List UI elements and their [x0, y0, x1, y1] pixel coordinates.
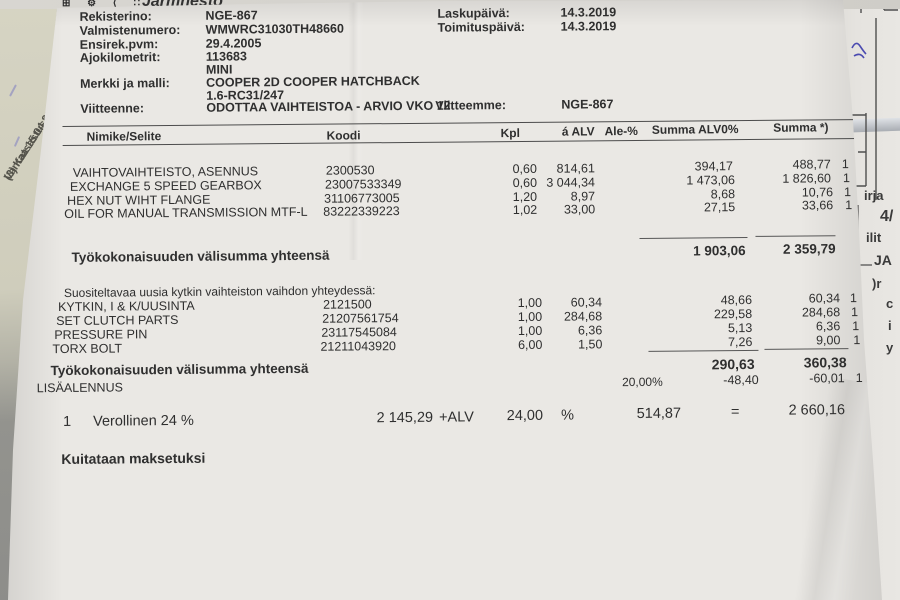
delivery-date: 14.3.2019 [560, 19, 617, 34]
col-header-summa: Summa *) [773, 120, 829, 135]
torn-text-fragment: i [888, 318, 892, 333]
discount-sum: -60,01 [809, 371, 845, 386]
total-index: 1 [62, 413, 72, 430]
vin-number: WMWRC31030TH48660 [205, 21, 344, 37]
subtotal-sum: 2 359,79 [782, 241, 836, 257]
customer-reference: ODOTTAA VAIHTEISTOA - ARVIO VKO 12 [206, 98, 451, 115]
col-header-koodi: Koodi [326, 128, 361, 143]
item-sum: 33,66 [801, 198, 834, 213]
item-unit-price: 60,34 [570, 295, 603, 310]
item-unit-price: 33,00 [563, 202, 596, 217]
torn-text-fragment: ilit [866, 230, 882, 245]
item-code: 23117545084 [321, 325, 397, 340]
field-label: Viitteemme: [435, 98, 507, 113]
subtotal-rule [648, 349, 759, 352]
subtotal-label: Työkokonaisuuden välisumma yhteensä [71, 247, 330, 265]
pen-mark [13, 136, 21, 147]
field-label: Merkki ja malli: [80, 76, 170, 91]
item-flag: 1 [852, 319, 860, 334]
total-label: Verollinen 24 % [92, 412, 194, 430]
torn-text-fragment: 4/ [880, 208, 894, 225]
field-label: Viitteenne: [80, 101, 145, 116]
item-code: 23007533349 [324, 177, 402, 192]
item-flag: 1 [853, 333, 861, 348]
item-sum: 60,34 [808, 291, 841, 306]
document-icons-fragment: ⊞ ⚙ ⟨ ∷ [62, 0, 147, 9]
discount-label: LISÄALENNUS [36, 380, 123, 396]
item-sum: 488,77 [792, 157, 831, 172]
item-name: EXCHANGE 5 SPEED GEARBOX [69, 178, 262, 194]
item-name: KYTKIN, I & K/UUSINTA [58, 298, 195, 315]
item-code: 21207561754 [322, 311, 399, 326]
torn-text-fragment: y [886, 340, 894, 355]
field-label: Rekisterino: [79, 9, 152, 24]
subtotal-label: Työkokonaisuuden välisumma yhteensä [50, 360, 309, 379]
col-header-aalv: á ALV [561, 124, 595, 139]
item-flag: 1 [845, 198, 853, 213]
subtotal-sum: 360,38 [803, 354, 847, 371]
item-flag: 1 [842, 171, 850, 186]
invoice-date: 14.3.2019 [560, 5, 617, 20]
our-reference: NGE-867 [561, 97, 614, 112]
registration-number: NGE-867 [205, 8, 258, 23]
total-percent-sign: % [560, 407, 575, 424]
blue-pen-scribble [851, 42, 867, 59]
total-vat-amount: 514,87 [636, 405, 682, 422]
vehicle-model: COOPER 2D COOPER HATCHBACK [206, 73, 420, 90]
item-flag: 1 [849, 291, 858, 306]
subtotal-rule [764, 348, 849, 350]
item-name: PRESSURE PIN [54, 327, 148, 343]
discount-flag: 1 [855, 370, 863, 386]
item-code: 2300530 [325, 163, 375, 178]
item-flag: 1 [844, 185, 852, 200]
item-code: 2121500 [322, 297, 372, 312]
field-label: Valmistenumero: [79, 22, 181, 38]
paper-crease [348, 0, 364, 260]
item-sum: 1 826,60 [782, 171, 832, 186]
item-unit-price: 284,68 [563, 309, 603, 324]
item-flag: 1 [851, 305, 859, 320]
torn-text-fragment: )r [872, 276, 882, 291]
item-code: 21211043920 [320, 339, 397, 354]
item-sum: 284,68 [801, 305, 841, 320]
item-unit-price: 3 044,34 [546, 175, 596, 190]
italic-text-fragment: Jarmnesto [142, 0, 223, 9]
torn-text-fragment: irja [864, 188, 884, 203]
pen-mark [9, 84, 17, 97]
field-label: Toimituspäivä: [437, 19, 525, 35]
item-code: 83222339223 [323, 204, 400, 219]
total-gross-amount: 2 660,16 [788, 402, 846, 419]
item-name: OIL FOR MANUAL TRANSMISSION MTF-L [64, 204, 308, 221]
item-unit-price: 814,61 [556, 161, 595, 176]
item-unit-price: 1,50 [578, 337, 603, 352]
field-label: Ajokilometrit: [79, 50, 161, 65]
table-rule-bottom [62, 138, 861, 147]
paid-stamp-text: Kuitataan maksetuksi [61, 449, 206, 467]
total-equals-sign: = [730, 404, 740, 421]
col-header-nimike: Nimike/Selite [86, 129, 162, 144]
subtotal-rule [639, 236, 748, 240]
item-name: TORX BOLT [52, 341, 123, 357]
subtotal-rule [755, 235, 836, 238]
item-sum: 6,36 [815, 319, 841, 334]
item-unit-price: 6,36 [577, 323, 603, 338]
item-sum: 9,00 [815, 333, 841, 348]
total-vat-rate: 24,00 [506, 407, 544, 425]
total-net-amount: 2 145,29 [376, 409, 434, 427]
torn-text-fragment: c [886, 296, 894, 311]
item-name: SET CLUTCH PARTS [56, 312, 179, 329]
item-flag: 1 [841, 157, 849, 172]
field-label: Laskupäivä: [437, 6, 510, 21]
torn-text-fragment: JA [874, 252, 892, 268]
